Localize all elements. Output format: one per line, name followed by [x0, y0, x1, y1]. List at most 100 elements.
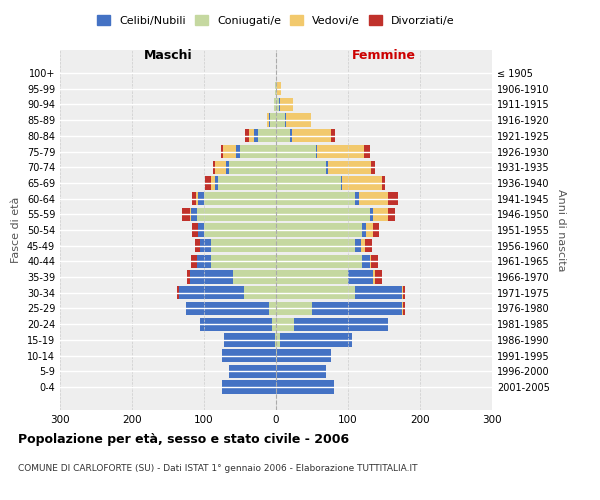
Bar [277, 82, 281, 96]
Bar [279, 98, 280, 111]
Bar [373, 208, 388, 221]
Bar [204, 192, 276, 205]
Bar [186, 302, 269, 315]
Bar [276, 349, 277, 362]
Bar [284, 114, 286, 127]
Bar [388, 192, 398, 205]
Bar [205, 176, 211, 190]
Bar [211, 239, 276, 252]
Bar [280, 98, 293, 111]
Bar [370, 254, 371, 268]
Legend: Celibi/Nubili, Coniugati/e, Vedovi/e, Divorziati/e: Celibi/Nubili, Coniugati/e, Vedovi/e, Di… [93, 10, 459, 30]
Bar [276, 208, 370, 221]
Bar [341, 176, 342, 190]
Bar [215, 160, 226, 174]
Bar [236, 145, 240, 158]
Bar [361, 239, 365, 252]
Bar [276, 224, 362, 236]
Bar [194, 239, 200, 252]
Bar [316, 145, 317, 158]
Bar [364, 145, 370, 158]
Bar [366, 224, 373, 236]
Bar [294, 318, 388, 331]
Bar [248, 129, 254, 142]
Bar [266, 114, 268, 127]
Bar [270, 114, 276, 127]
Bar [269, 114, 270, 127]
Bar [240, 145, 276, 158]
Bar [276, 364, 326, 378]
Bar [362, 254, 370, 268]
Bar [276, 254, 362, 268]
Bar [276, 98, 279, 111]
Bar [355, 192, 359, 205]
Bar [218, 176, 276, 190]
Bar [229, 160, 276, 174]
Bar [276, 318, 294, 331]
Bar [211, 254, 276, 268]
Bar [224, 333, 275, 346]
Bar [193, 224, 198, 236]
Bar [274, 98, 276, 111]
Bar [355, 239, 361, 252]
Y-axis label: Fasce di età: Fasce di età [11, 197, 21, 263]
Bar [286, 114, 311, 127]
Bar [277, 349, 331, 362]
Bar [229, 364, 276, 378]
Bar [276, 176, 341, 190]
Bar [342, 176, 382, 190]
Bar [371, 160, 374, 174]
Bar [179, 286, 244, 300]
Bar [276, 333, 280, 346]
Bar [269, 302, 276, 315]
Bar [328, 160, 371, 174]
Bar [388, 208, 395, 221]
Bar [382, 176, 385, 190]
Bar [182, 208, 190, 221]
Bar [292, 129, 331, 142]
Bar [178, 286, 179, 300]
Bar [197, 254, 211, 268]
Bar [272, 318, 276, 331]
Bar [233, 270, 276, 284]
Bar [198, 224, 204, 236]
Bar [355, 286, 402, 300]
Bar [191, 254, 197, 268]
Bar [244, 286, 276, 300]
Bar [403, 302, 405, 315]
Bar [191, 208, 197, 221]
Bar [276, 302, 312, 315]
Bar [276, 270, 348, 284]
Bar [374, 270, 382, 284]
Bar [402, 302, 403, 315]
Bar [365, 239, 372, 252]
Bar [200, 318, 272, 331]
Bar [348, 270, 373, 284]
Bar [276, 114, 284, 127]
Bar [276, 129, 290, 142]
Bar [214, 160, 215, 174]
Bar [226, 160, 229, 174]
Bar [276, 160, 326, 174]
Bar [371, 254, 378, 268]
Bar [276, 286, 355, 300]
Bar [187, 270, 190, 284]
Bar [254, 129, 258, 142]
Y-axis label: Anni di nascita: Anni di nascita [556, 188, 566, 271]
Bar [200, 239, 211, 252]
Bar [221, 145, 223, 158]
Bar [280, 333, 352, 346]
Bar [276, 192, 355, 205]
Bar [362, 224, 366, 236]
Bar [403, 286, 405, 300]
Bar [312, 302, 402, 315]
Bar [193, 192, 196, 205]
Bar [196, 192, 198, 205]
Bar [197, 208, 276, 221]
Bar [276, 380, 334, 394]
Bar [215, 176, 218, 190]
Bar [276, 239, 355, 252]
Bar [245, 129, 248, 142]
Bar [223, 145, 236, 158]
Text: Popolazione per età, sesso e stato civile - 2006: Popolazione per età, sesso e stato civil… [18, 432, 349, 446]
